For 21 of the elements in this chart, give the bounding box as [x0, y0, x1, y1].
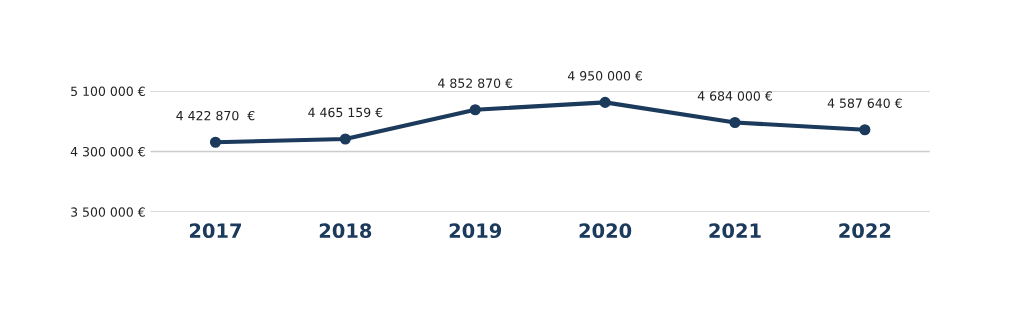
point [209, 136, 222, 148]
data-label: 4 950 000 € [567, 71, 643, 81]
x-tick-label: 2018 [319, 223, 372, 239]
y-tick-label: 4 300 000 € [70, 146, 145, 157]
y-tick-label: 5 100 000 € [71, 86, 145, 97]
point [729, 116, 741, 129]
data-label: 4 465 159 € [308, 107, 383, 118]
x-tick-label: 2019 [449, 223, 502, 239]
point [859, 124, 871, 136]
point [339, 133, 351, 145]
point [469, 104, 481, 116]
y-tick-label: 3 500 000 € [71, 207, 145, 217]
x-tick-label: 2021 [709, 223, 761, 239]
x-tick-label: 2022 [839, 223, 891, 239]
data-label: 4 852 870 € [438, 78, 513, 88]
point [599, 96, 611, 108]
x-tick-label: 2017 [189, 223, 241, 239]
x-tick-label: 2020 [579, 223, 632, 239]
data-label: 4 587 640 € [827, 98, 902, 108]
data-label: 4 684 000 € [697, 91, 772, 101]
data-label: 4 422 870 € [176, 110, 255, 121]
